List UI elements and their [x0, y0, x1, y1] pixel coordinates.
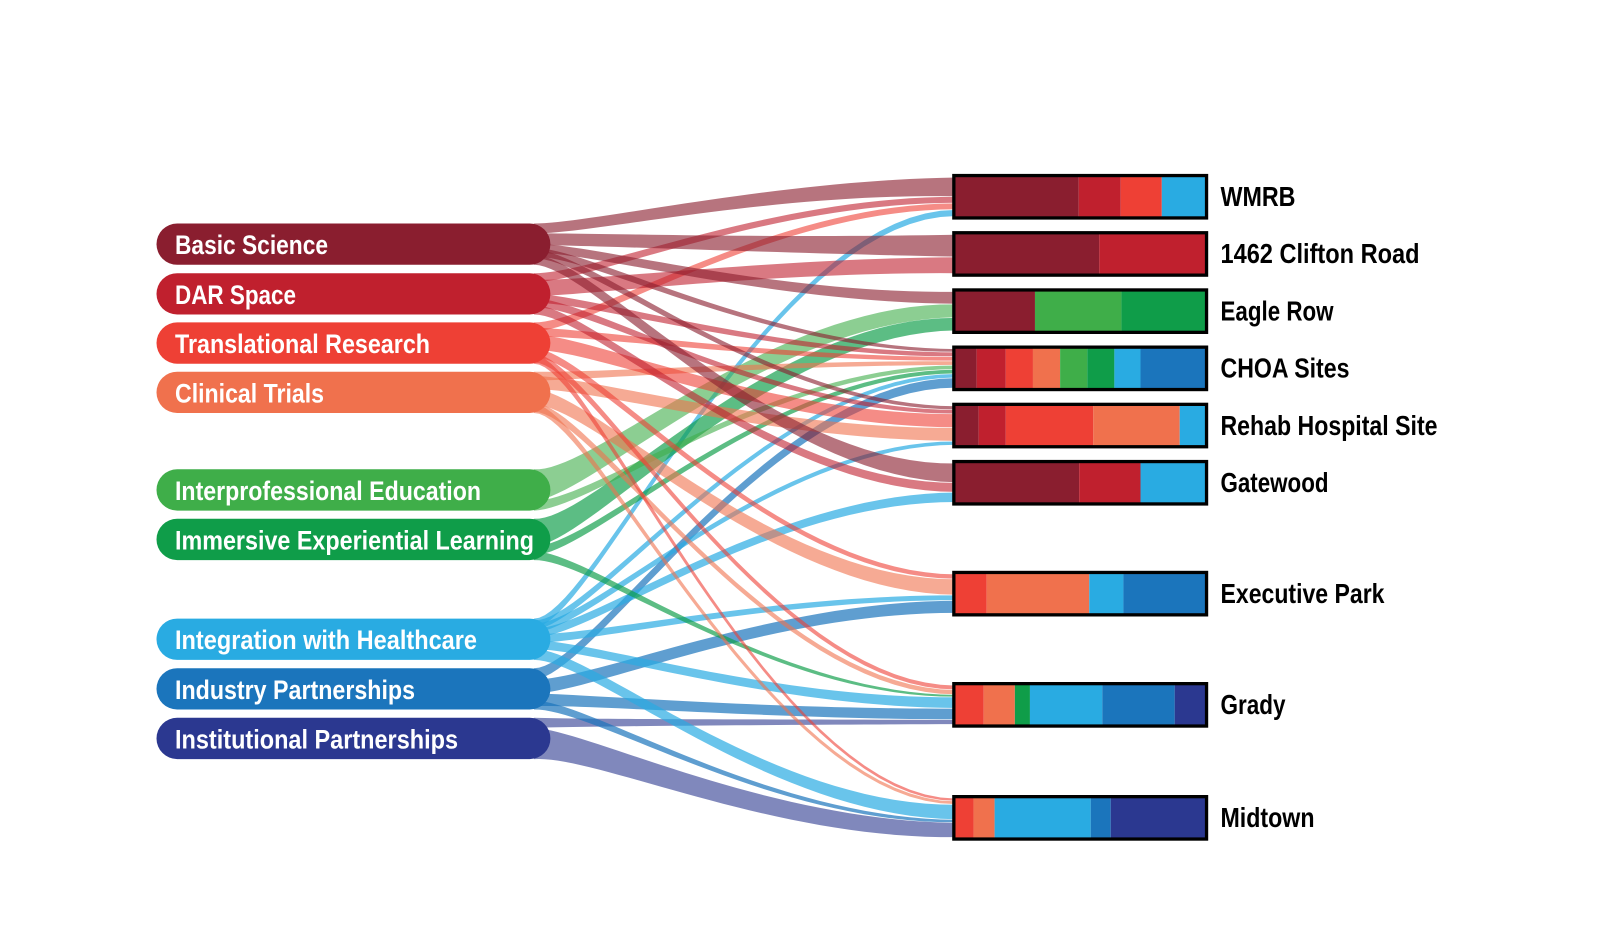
svg-text:DAR Space: DAR Space: [175, 280, 296, 310]
svg-text:1462 Clifton Road: 1462 Clifton Road: [1221, 238, 1420, 269]
svg-text:Rehab Hospital Site: Rehab Hospital Site: [1221, 410, 1438, 441]
svg-text:Interprofessional Education: Interprofessional Education: [175, 476, 481, 506]
svg-text:Integration with Healthcare: Integration with Healthcare: [175, 625, 477, 655]
svg-text:Industry Partnerships: Industry Partnerships: [175, 675, 415, 705]
svg-text:Basic Science: Basic Science: [175, 230, 328, 260]
svg-text:Institutional Partnerships: Institutional Partnerships: [175, 724, 458, 754]
svg-text:Gatewood: Gatewood: [1221, 467, 1329, 498]
svg-text:Eagle Row: Eagle Row: [1221, 295, 1334, 326]
svg-text:Clinical Trials: Clinical Trials: [175, 378, 324, 408]
svg-text:Executive Park: Executive Park: [1221, 578, 1386, 609]
svg-text:Immersive Experiential Learnin: Immersive Experiential Learning: [175, 525, 534, 555]
svg-text:Grady: Grady: [1221, 689, 1287, 720]
svg-text:Midtown: Midtown: [1221, 802, 1315, 833]
svg-text:CHOA Sites: CHOA Sites: [1221, 353, 1350, 384]
svg-text:WMRB: WMRB: [1221, 181, 1296, 212]
svg-text:Translational Research: Translational Research: [175, 329, 430, 359]
